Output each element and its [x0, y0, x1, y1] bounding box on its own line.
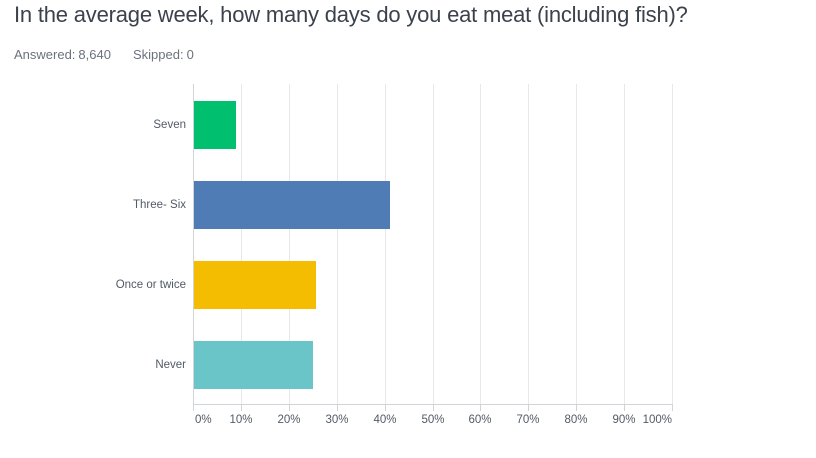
answered-label: Answered:	[14, 47, 76, 62]
x-axis-label: 40%	[373, 414, 397, 426]
bar-never[interactable]	[194, 341, 313, 389]
x-axis-tick	[241, 404, 242, 411]
x-axis-tick	[624, 404, 625, 411]
x-axis-label: 10%	[229, 414, 253, 426]
x-axis-line	[193, 404, 672, 405]
x-axis-tick	[193, 404, 194, 411]
answered-stat: Answered: 8,640	[14, 47, 111, 62]
x-axis-label: 20%	[277, 414, 301, 426]
x-axis-label: 80%	[564, 414, 588, 426]
gridline	[433, 84, 434, 404]
x-axis-tick	[672, 404, 673, 411]
bar-once-or-twice[interactable]	[194, 261, 316, 309]
x-axis-tick	[480, 404, 481, 411]
bar-seven[interactable]	[194, 101, 236, 149]
x-axis-label: 0%	[195, 414, 212, 426]
x-axis-label: 50%	[421, 414, 445, 426]
category-label-once-or-twice: Once or twice	[115, 279, 186, 291]
skipped-label: Skipped:	[132, 47, 184, 62]
gridline	[672, 84, 673, 404]
x-axis-label: 90%	[612, 414, 636, 426]
gridline	[241, 84, 242, 404]
response-stats: Answered: 8,640 Skipped: 0	[14, 47, 216, 62]
gridline	[528, 84, 529, 404]
x-axis-tick	[385, 404, 386, 411]
category-label-three-six: Three- Six	[132, 199, 186, 211]
x-axis-label: 60%	[468, 414, 492, 426]
x-axis-tick	[337, 404, 338, 411]
x-axis-tick	[289, 404, 290, 411]
x-axis-label: 30%	[325, 414, 349, 426]
gridline	[385, 84, 386, 404]
x-axis-tick	[576, 404, 577, 411]
gridline	[624, 84, 625, 404]
x-axis-label: 70%	[516, 414, 540, 426]
bar-three-six[interactable]	[194, 181, 390, 229]
gridline	[576, 84, 577, 404]
gridline	[480, 84, 481, 404]
x-axis-tick	[433, 404, 434, 411]
answered-count: 8,640	[78, 47, 111, 62]
skipped-stat: Skipped: 0	[133, 47, 194, 62]
category-label-seven: Seven	[153, 119, 186, 131]
y-axis-line	[193, 84, 194, 404]
skipped-count: 0	[186, 47, 194, 62]
question-title: In the average week, how many days do yo…	[14, 2, 688, 27]
gridline	[337, 84, 338, 404]
x-axis-label: 100%	[642, 414, 672, 426]
gridline	[289, 84, 290, 404]
category-label-never: Never	[155, 359, 186, 371]
x-axis-tick	[528, 404, 529, 411]
